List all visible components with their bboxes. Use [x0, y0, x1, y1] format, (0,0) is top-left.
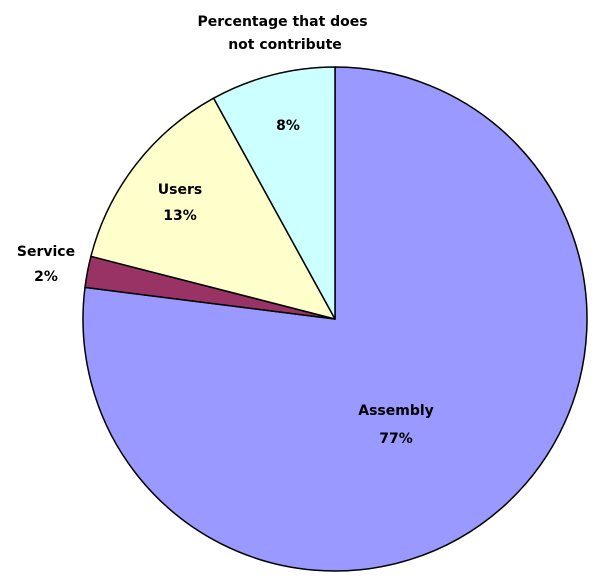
slice-name-users: Users [158, 182, 202, 198]
pie-slice-percentage-that-does-not-contribute [212, 66, 336, 320]
pie-labels: Assembly 77% Service 2% Users 13% Percen… [17, 14, 434, 447]
slice-name-does-not-contribute: Percentage that does not contribute [198, 14, 373, 53]
slice-name-service: Service [17, 244, 75, 260]
pie-slice-users [90, 97, 336, 320]
slice-value-assembly: 77% [379, 431, 413, 447]
slice-value-does-not-contribute: 8% [276, 118, 300, 134]
slice-name-assembly: Assembly [358, 403, 434, 419]
slice-value-service: 2% [34, 269, 58, 285]
pie-slices [82, 66, 588, 572]
slice-value-users: 13% [163, 208, 197, 224]
